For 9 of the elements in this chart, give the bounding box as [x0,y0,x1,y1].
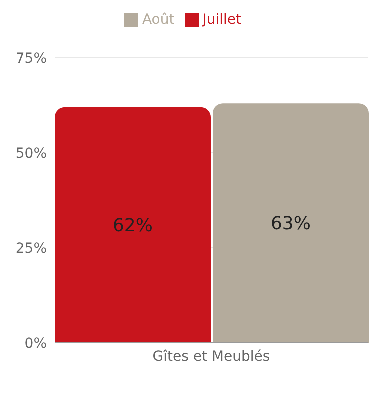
y-tick-label: 25% [16,240,47,257]
y-tick-label: 75% [16,50,47,67]
legend-label: Août [142,12,175,28]
data-label: 63% [270,214,312,235]
data-label: 62% [112,216,154,237]
legend-label: Juillet [202,12,242,28]
y-tick-label: 0% [24,336,47,352]
y-tick-label: 50% [16,146,47,162]
x-tick-label: Gîtes et Meublés [152,348,270,365]
